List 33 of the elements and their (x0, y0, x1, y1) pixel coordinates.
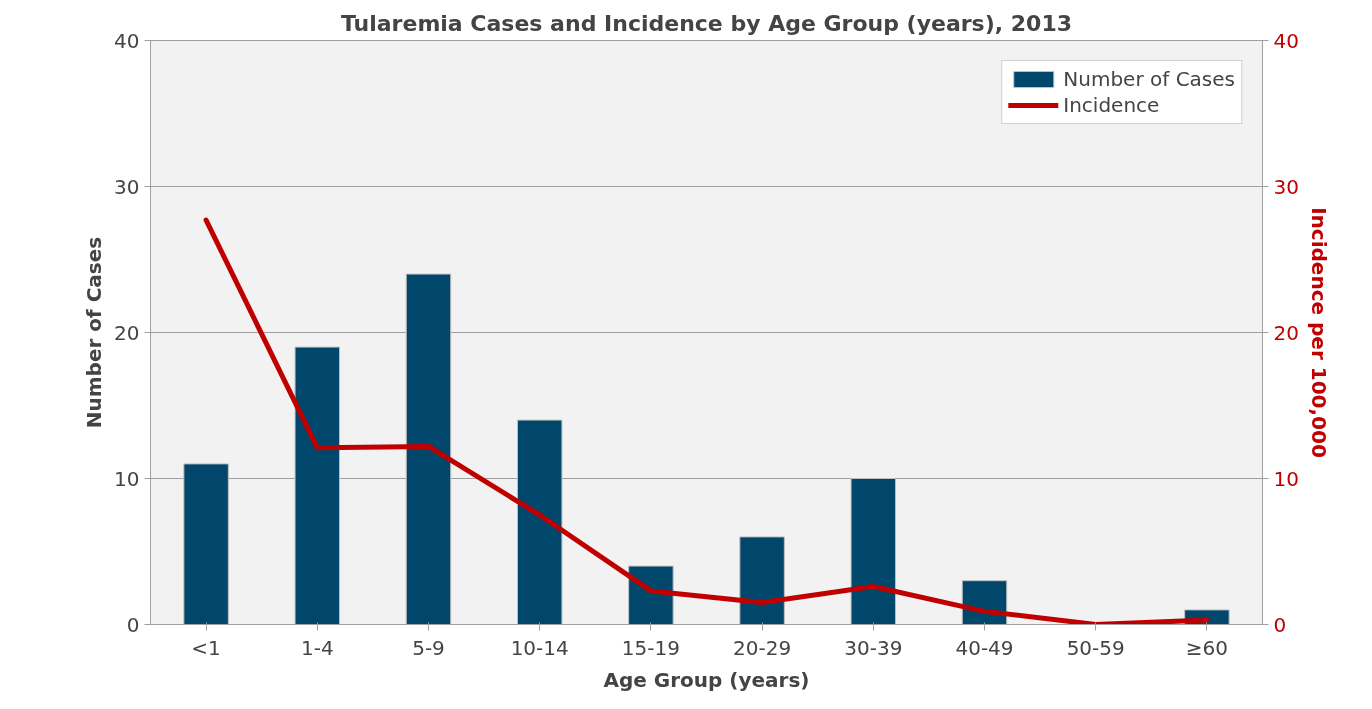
bar (294, 346, 341, 625)
bar (739, 536, 785, 625)
x-tick-label: 50-59 (1066, 635, 1125, 660)
x-tick-label: 15-19 (621, 635, 680, 660)
y-tick-label: 40 (114, 28, 140, 53)
x-tick-label: 10-14 (510, 635, 569, 660)
bar (516, 419, 563, 625)
bar (628, 565, 674, 625)
x-tick-label: <1 (191, 635, 221, 660)
y2-tick-label: 30 (1273, 174, 1299, 199)
legend-label: Incidence (1063, 93, 1160, 117)
y-tick-label: 20 (114, 320, 140, 345)
x-tick-label: 30-39 (844, 635, 903, 660)
y-tick-label: 10 (114, 466, 140, 491)
chart-title: Tularemia Cases and Incidence by Age Group (years), 2013 (340, 10, 1073, 36)
y2-tick-label: 40 (1273, 28, 1299, 53)
bar (183, 463, 229, 625)
y-axis-title: Number of Cases (82, 236, 107, 429)
x-tick-label: 5-9 (412, 635, 445, 660)
x-axis-title: Age Group (years) (603, 667, 810, 692)
legend-label: Number of Cases (1063, 67, 1235, 91)
x-tick-label: 1-4 (300, 635, 334, 660)
y2-axis-title: Incidence per 100,000 (1306, 207, 1331, 458)
x-tick-label: ≥60 (1185, 635, 1229, 660)
x-tick-label: 40-49 (955, 635, 1014, 660)
y2-tick-label: 0 (1273, 612, 1287, 637)
x-tick-label: 20-29 (733, 635, 792, 660)
bar (405, 273, 452, 625)
bar (850, 478, 897, 625)
y2-tick-label: 10 (1273, 466, 1299, 491)
y-tick-label: 30 (114, 174, 140, 199)
y-tick-label: 0 (126, 612, 140, 637)
y2-tick-label: 20 (1273, 320, 1299, 345)
